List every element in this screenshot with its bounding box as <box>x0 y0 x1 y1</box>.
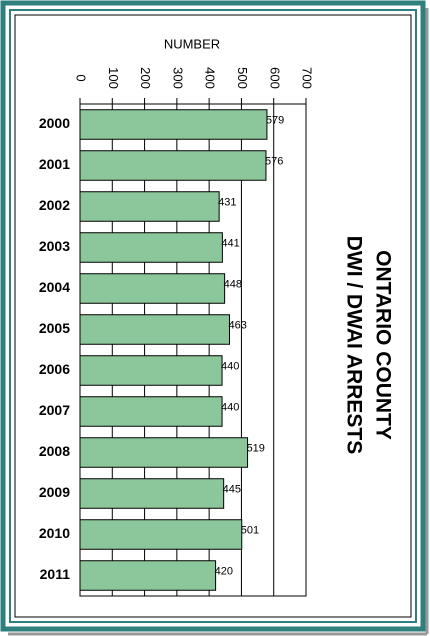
bar <box>79 150 267 181</box>
frame-mid <box>9 9 417 623</box>
bar <box>79 273 226 304</box>
data-label: 463 <box>228 319 246 331</box>
bar <box>79 437 249 468</box>
bar <box>79 355 223 386</box>
y-tick-label: 2007 <box>39 402 70 418</box>
data-label: 448 <box>224 278 242 290</box>
bar <box>79 232 223 263</box>
chart-subtitle: DWI / DWAI ARRESTS <box>342 236 365 455</box>
y-tick-label: 2001 <box>39 156 70 172</box>
y-tick-label: 2005 <box>39 320 70 336</box>
bar <box>79 478 225 509</box>
chart-title: ONTARIO COUNTY <box>371 250 394 440</box>
bar <box>79 314 230 345</box>
x-tick-label: 500 <box>235 67 250 89</box>
data-label: 431 <box>218 196 236 208</box>
plot-area <box>79 103 307 597</box>
frame-inner <box>14 14 412 618</box>
y-tick-label: 2002 <box>39 197 70 213</box>
data-label: 519 <box>247 442 265 454</box>
data-label: 441 <box>221 237 239 249</box>
x-tick-label: 100 <box>106 67 121 89</box>
data-label: 576 <box>265 155 283 167</box>
y-tick-label: 2004 <box>39 279 70 295</box>
y-tick-label: 2003 <box>39 238 70 254</box>
x-tick-label: 300 <box>170 67 185 89</box>
data-label: 501 <box>241 524 259 536</box>
data-label: 420 <box>215 565 233 577</box>
x-tick-label: 0 <box>74 74 89 81</box>
x-tick-label: 400 <box>203 67 218 89</box>
x-tick-label: 600 <box>267 67 282 89</box>
bar <box>79 396 223 427</box>
x-tick-label: 700 <box>300 67 315 89</box>
y-tick-label: 2000 <box>39 115 70 131</box>
bar <box>79 560 217 591</box>
y-tick-label: 2011 <box>40 566 71 582</box>
y-tick-label: 2008 <box>39 443 70 459</box>
bar <box>79 519 243 550</box>
data-label: 440 <box>221 401 239 413</box>
bar <box>79 109 268 140</box>
x-tick-label: 200 <box>138 67 153 89</box>
y-tick-label: 2006 <box>39 361 70 377</box>
axis-label: NUMBER <box>164 36 220 51</box>
bar <box>79 191 220 222</box>
data-label: 445 <box>223 483 241 495</box>
y-tick-label: 2010 <box>39 525 70 541</box>
y-tick-label: 2009 <box>39 484 70 500</box>
data-label: 579 <box>266 114 284 126</box>
data-label: 440 <box>221 360 239 372</box>
